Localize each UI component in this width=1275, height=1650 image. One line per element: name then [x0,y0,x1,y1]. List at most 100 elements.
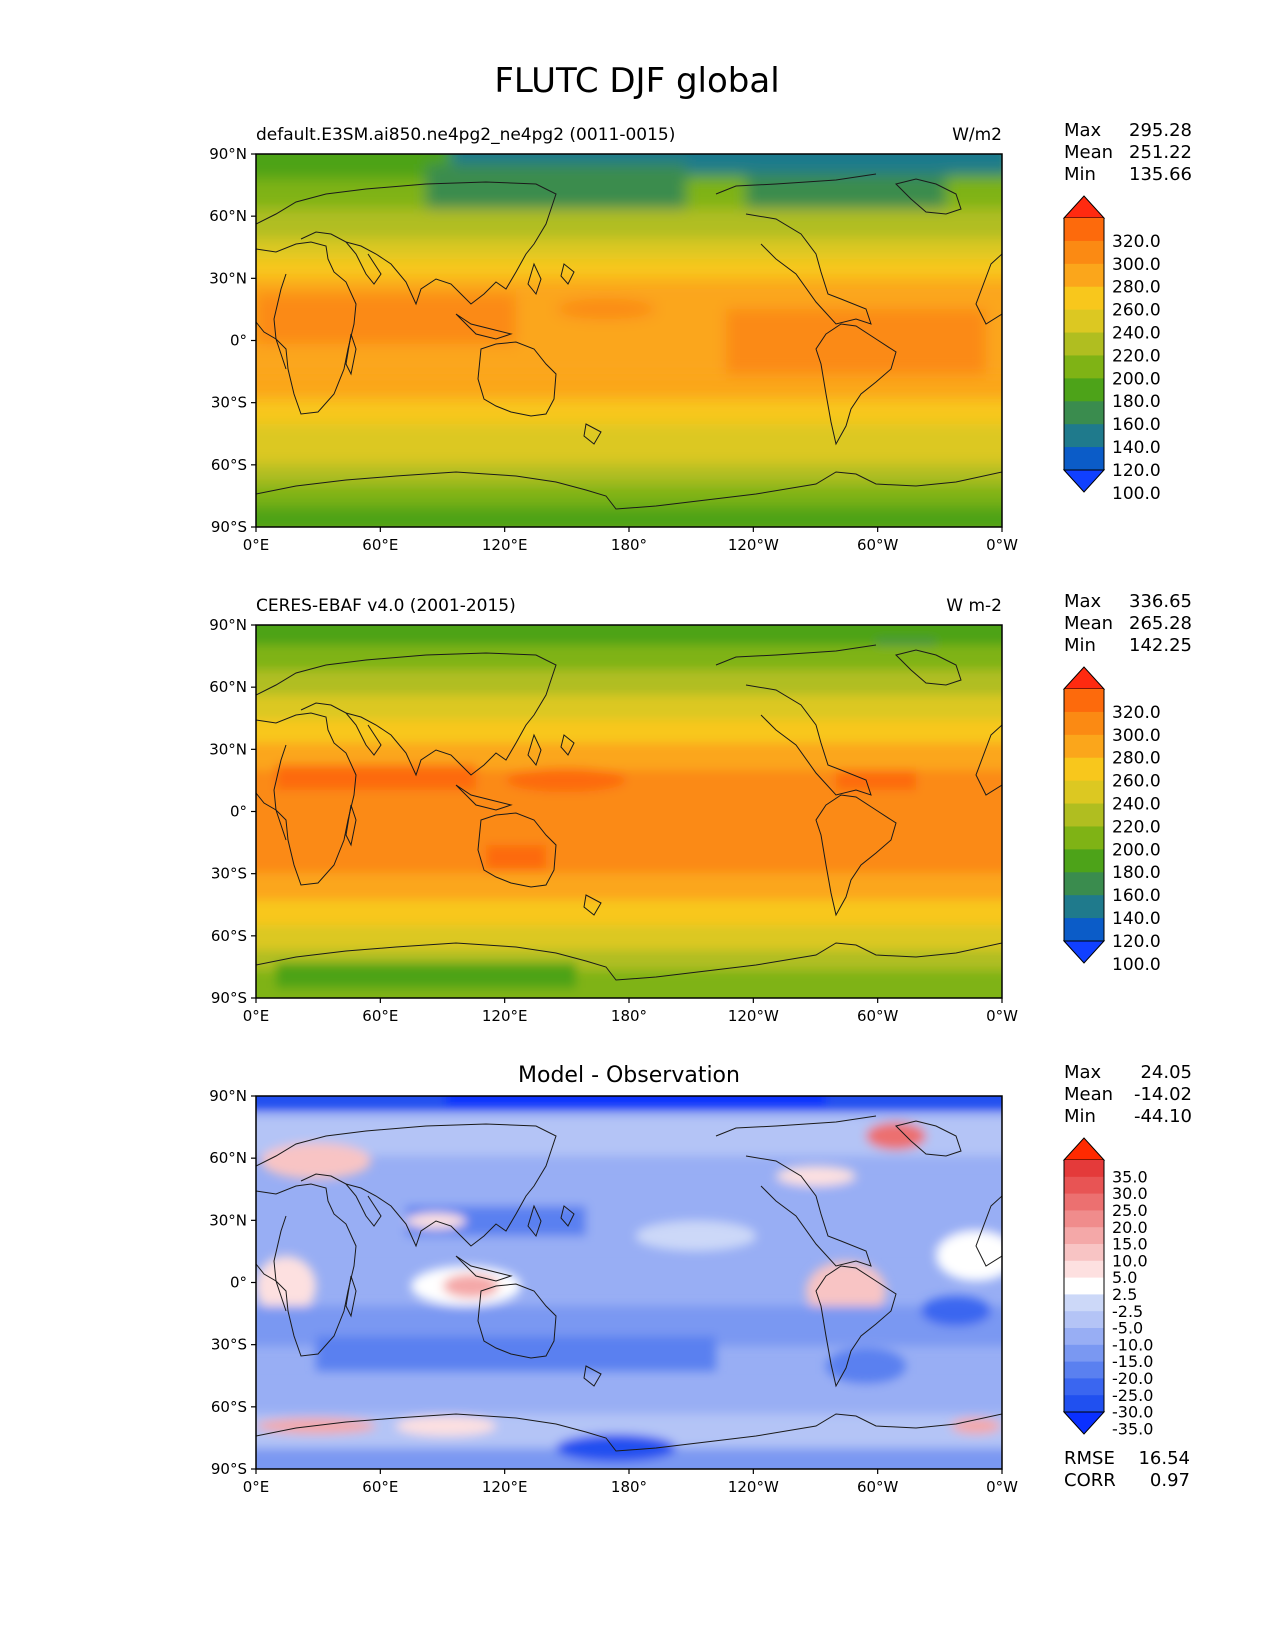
colorbar-segment [1064,1328,1104,1346]
colorbar-bottom-extend [1062,940,1106,964]
colorbar-label: 320.0 [1112,703,1161,723]
lon-tick-label: 60°W [857,1007,899,1025]
corr-value: 0.97 [1150,1470,1190,1491]
stat-min-value: 142.25 [1129,635,1192,656]
obs-panel: CERES-EBAF v4.0 (2001-2015) W m-2 [209,591,1192,1025]
stat-mean-value: 265.28 [1129,613,1192,634]
lat-tick-label: 90°N [209,1087,247,1105]
colorbar-label: 280.0 [1112,749,1161,769]
colorbar-label: 140.0 [1112,909,1161,929]
colorbar-segment [1064,286,1104,311]
corr-label: CORR [1064,1470,1116,1491]
lat-tick-label: 60°N [209,207,247,225]
panel-units: W/m2 [952,125,1002,145]
rmse-corr-block: RMSE 16.54 CORR 0.97 [1064,1448,1190,1491]
lon-tick-label: 0°E [243,1478,270,1496]
lat-tick-label: 90°S [211,1460,247,1478]
colorbar-label: 300.0 [1112,726,1161,746]
colorbar-label: 120.0 [1112,461,1161,481]
colorbar-bottom-extend [1062,469,1106,493]
colorbar-label: 5.0 [1112,1268,1137,1287]
colorbar-label: 25.0 [1112,1201,1148,1220]
colorbar-segment [1064,1395,1104,1413]
colorbar-segment [1064,1311,1104,1329]
colorbar-label: -10.0 [1112,1335,1153,1354]
colorbar-label: 240.0 [1112,794,1161,814]
stat-max-label: Max [1064,591,1102,612]
stat-mean-value: -14.02 [1134,1084,1192,1105]
colorbar-top-extend [1062,195,1106,219]
lon-tick-label: 0°W [986,1007,1018,1025]
obs-map [256,625,1002,998]
colorbar-segment [1064,734,1104,759]
colorbar-label: 240.0 [1112,323,1161,343]
model-panel: default.E3SM.ai850.ne4pg2_ne4pg2 (0011-0… [209,120,1192,554]
lat-tick-label: 60°S [211,456,247,474]
colorbar-label: 220.0 [1112,817,1161,837]
colorbar-segment [1064,1210,1104,1228]
panel-title-left: default.E3SM.ai850.ne4pg2_ne4pg2 (0011-0… [256,125,675,145]
panel-title-center: Model - Observation [518,1063,740,1088]
stat-max-value: 24.05 [1140,1062,1192,1083]
lat-tick-label: 60°S [211,927,247,945]
colorbar-label: 15.0 [1112,1235,1148,1254]
colorbar-segment [1064,872,1104,896]
colorbar-segment [1064,1344,1104,1363]
colorbar-segment [1064,424,1104,448]
colorbar-segment [1064,1361,1104,1379]
colorbar-label: 30.0 [1112,1184,1148,1203]
colorbar-label: 100.0 [1112,484,1161,504]
colorbar-segment [1064,332,1104,356]
colorbar-frame [1063,1160,1105,1412]
lon-tick-label: 60°E [362,1007,398,1025]
colorbar-label: 100.0 [1112,955,1161,975]
lat-tick-label: 60°N [209,1149,247,1167]
lon-tick-label: 120°E [482,1478,528,1496]
colorbar-segment [1064,1227,1104,1245]
colorbar-segment [1064,689,1104,713]
colorbar-label: 2.5 [1112,1285,1137,1304]
colorbar-label: -15.0 [1112,1352,1153,1371]
colorbar-segment [1064,803,1104,827]
lon-tick-label: 0°W [986,536,1018,554]
lon-tick-label: 120°W [728,1478,779,1496]
lon-tick-label: 180° [611,1007,647,1025]
lat-tick-label: 30°N [209,269,247,287]
stat-max-label: Max [1064,120,1102,141]
stat-mean-value: 251.22 [1129,142,1192,163]
lon-tick-label: 0°W [986,1478,1018,1496]
colorbar-segment [1064,711,1104,736]
colorbar-segment [1064,1378,1104,1396]
colorbar-segment [1064,378,1104,402]
colorbar-label: -25.0 [1112,1386,1153,1405]
colorbar-segment [1064,240,1104,265]
colorbar-segment [1064,780,1104,805]
colorbar-label: 180.0 [1112,863,1161,883]
colorbar-label: -20.0 [1112,1369,1153,1388]
colorbar-label: 20.0 [1112,1218,1148,1237]
lon-tick-label: 120°W [728,536,779,554]
colorbar-label: 220.0 [1112,346,1161,366]
stat-min-label: Min [1064,164,1096,185]
colorbar-label: 260.0 [1112,772,1161,792]
colorbar-segment [1064,1294,1104,1312]
colorbar-segment [1064,757,1104,782]
lat-tick-label: 60°S [211,1398,247,1416]
lon-tick-label: 60°W [857,536,899,554]
colorbar-segment [1064,309,1104,334]
lon-tick-label: 120°W [728,1007,779,1025]
colorbar-label: 260.0 [1112,301,1161,321]
lat-tick-label: 90°N [209,145,247,163]
colorbar-label: 160.0 [1112,415,1161,435]
lat-tick-label: 0° [230,332,247,350]
colorbar-label: -35.0 [1112,1419,1153,1438]
lat-tick-label: 30°N [209,1211,247,1229]
lon-tick-label: 120°E [482,536,528,554]
lon-tick-label: 0°E [243,536,270,554]
colorbar-label: 300.0 [1112,255,1161,275]
stat-min-label: Min [1064,1106,1096,1127]
lat-tick-label: 30°S [211,394,247,412]
lat-tick-label: 90°S [211,518,247,536]
colorbar-segment [1064,355,1104,379]
